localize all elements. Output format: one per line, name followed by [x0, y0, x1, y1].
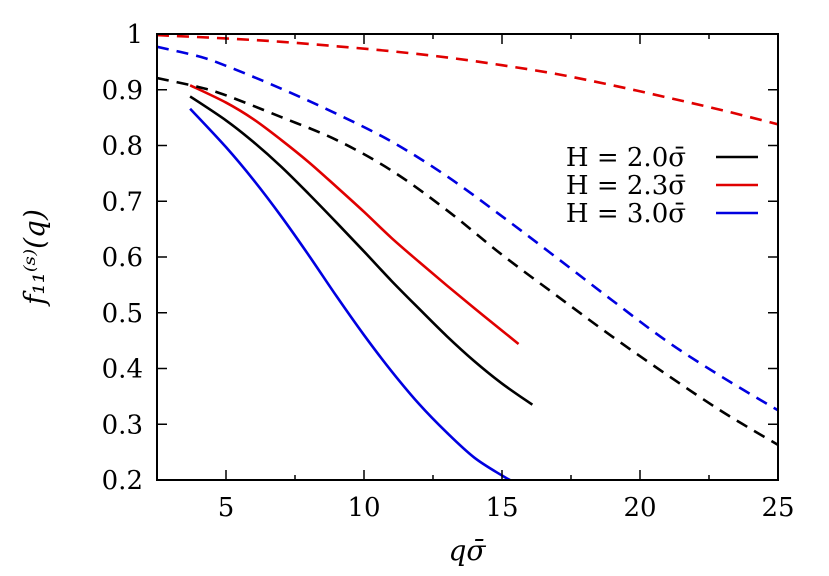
plot-frame — [156, 33, 779, 481]
legend-label: H = 3.0σ̄ — [566, 199, 686, 229]
y-axis-title: f₁₁⁽ˢ⁾(q) — [18, 209, 51, 307]
legend-label: H = 2.3σ̄ — [566, 171, 686, 201]
y-tick-label: 1 — [126, 20, 143, 50]
y-tick-label: 0.7 — [102, 187, 143, 217]
series-line-2 — [189, 107, 513, 480]
dashed-series-line-5 — [157, 45, 778, 412]
legend-label: H = 2.0σ̄ — [566, 143, 686, 173]
x-tick-label: 15 — [485, 493, 518, 523]
ticks-layer — [156, 33, 779, 481]
series-layer — [157, 34, 778, 480]
y-tick-label: 0.9 — [102, 76, 143, 106]
x-tick-label: 25 — [761, 493, 794, 523]
y-tick-label: 0.3 — [102, 410, 143, 440]
dashed-series-line-3 — [157, 76, 778, 446]
x-tick-label: 20 — [623, 493, 656, 523]
series-line-1 — [189, 84, 520, 345]
x-tick-label: 5 — [218, 493, 235, 523]
y-tick-label: 0.4 — [102, 355, 143, 385]
y-tick-label: 0.8 — [102, 132, 143, 162]
legend: H = 2.0σ̄H = 2.3σ̄H = 3.0σ̄ — [566, 143, 758, 229]
series-line-0 — [189, 95, 534, 406]
x-tick-label: 10 — [347, 493, 380, 523]
x-axis-title: qσ̄ — [448, 534, 486, 567]
y-tick-label: 0.6 — [102, 243, 143, 273]
y-tick-label: 0.5 — [102, 299, 143, 329]
dashed-series-line-4 — [157, 34, 778, 126]
y-tick-label: 0.2 — [102, 466, 143, 496]
tick-labels-layer: 5 10 15 20 25 0.2 0.3 0.4 0.5 0.6 0.7 0.8 0.9 1 — [102, 20, 795, 523]
